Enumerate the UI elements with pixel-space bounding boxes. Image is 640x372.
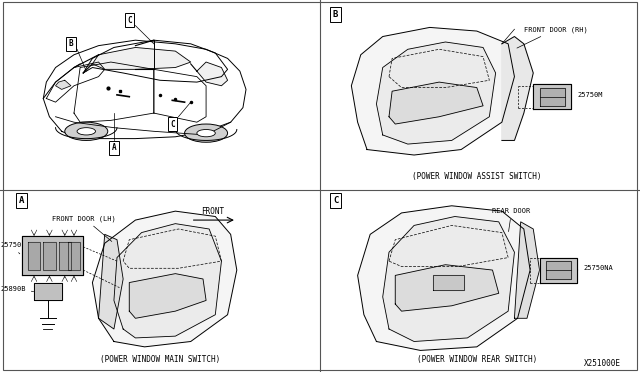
- Text: FRONT: FRONT: [201, 207, 224, 216]
- Text: C: C: [170, 119, 175, 128]
- Ellipse shape: [197, 129, 215, 137]
- Text: B: B: [68, 39, 73, 48]
- Polygon shape: [22, 236, 83, 275]
- Polygon shape: [533, 84, 571, 109]
- Text: X251000E: X251000E: [584, 359, 621, 368]
- Polygon shape: [99, 234, 123, 329]
- Text: A: A: [111, 143, 116, 152]
- Polygon shape: [56, 80, 71, 89]
- Text: (POWER WINDOW REAR SWITCH): (POWER WINDOW REAR SWITCH): [417, 355, 537, 364]
- Polygon shape: [92, 48, 191, 69]
- Polygon shape: [433, 275, 464, 290]
- Polygon shape: [129, 274, 206, 318]
- Polygon shape: [34, 283, 61, 301]
- Polygon shape: [546, 261, 571, 279]
- Text: FRONT DOOR (LH): FRONT DOOR (LH): [52, 215, 116, 241]
- Text: 25750M: 25750M: [571, 92, 603, 98]
- Polygon shape: [396, 265, 499, 311]
- Ellipse shape: [65, 122, 108, 141]
- Polygon shape: [44, 241, 56, 270]
- Polygon shape: [28, 241, 40, 270]
- Polygon shape: [351, 28, 515, 155]
- Polygon shape: [540, 87, 564, 106]
- Text: 25890B: 25890B: [0, 286, 34, 292]
- Text: C: C: [127, 16, 132, 25]
- Text: (POWER WINDOW ASSIST SWITCH): (POWER WINDOW ASSIST SWITCH): [412, 172, 541, 182]
- Text: FRONT DOOR (RH): FRONT DOOR (RH): [517, 26, 588, 48]
- Polygon shape: [59, 241, 71, 270]
- Polygon shape: [376, 42, 495, 144]
- Text: A: A: [19, 196, 24, 205]
- Text: C: C: [333, 196, 339, 205]
- Text: (POWER WINDOW MAIN SWITCH): (POWER WINDOW MAIN SWITCH): [100, 355, 220, 364]
- Polygon shape: [502, 36, 533, 140]
- Text: B: B: [333, 10, 339, 19]
- Polygon shape: [197, 62, 228, 86]
- Text: REAR DOOR: REAR DOOR: [493, 208, 531, 232]
- Polygon shape: [540, 257, 577, 283]
- Ellipse shape: [77, 128, 95, 135]
- Polygon shape: [383, 217, 515, 341]
- Polygon shape: [515, 222, 540, 318]
- Polygon shape: [68, 241, 80, 270]
- Ellipse shape: [184, 124, 228, 142]
- Text: 25750NA: 25750NA: [577, 265, 613, 271]
- Polygon shape: [358, 206, 530, 350]
- Polygon shape: [114, 224, 221, 338]
- Text: 25750: 25750: [0, 242, 22, 254]
- Polygon shape: [389, 82, 483, 124]
- Polygon shape: [92, 211, 237, 347]
